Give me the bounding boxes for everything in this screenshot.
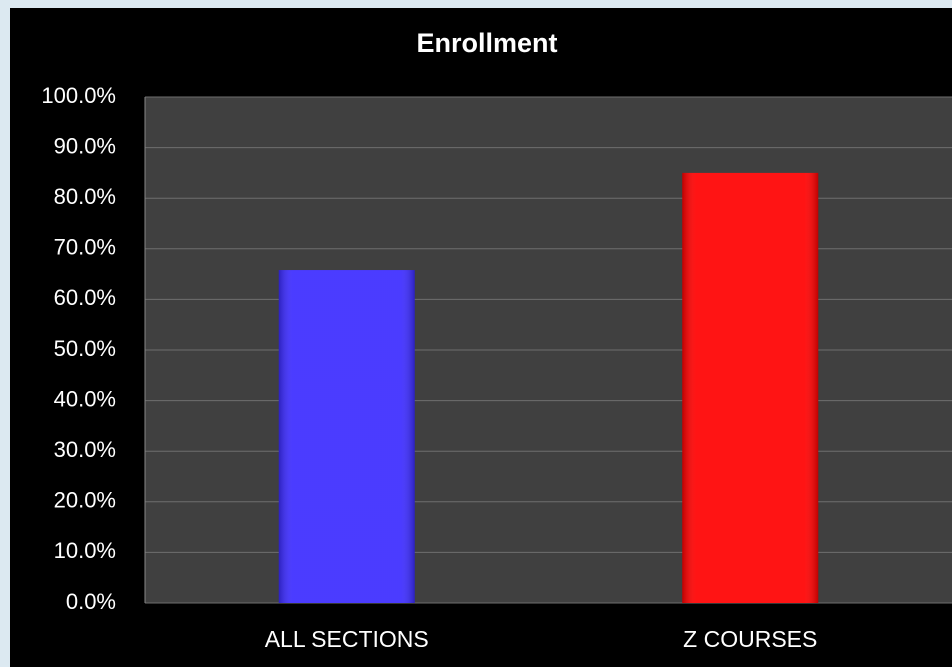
chart-title: Enrollment bbox=[416, 28, 557, 58]
y-tick-label: 70.0% bbox=[54, 235, 116, 260]
y-tick-label: 20.0% bbox=[54, 488, 116, 513]
y-tick-label: 100.0% bbox=[41, 83, 116, 108]
y-tick-label: 60.0% bbox=[54, 285, 116, 310]
y-tick-label: 80.0% bbox=[54, 184, 116, 209]
x-tick-label: Z COURSES bbox=[683, 626, 817, 652]
y-tick-label: 40.0% bbox=[54, 386, 116, 411]
bar-sheen bbox=[682, 172, 819, 603]
x-tick-label: ALL SECTIONS bbox=[265, 626, 429, 652]
bar-sheen bbox=[278, 270, 415, 603]
y-tick-label: 10.0% bbox=[54, 538, 116, 563]
y-tick-label: 50.0% bbox=[54, 336, 116, 361]
y-tick-label: 30.0% bbox=[54, 437, 116, 462]
y-tick-label: 0.0% bbox=[66, 589, 116, 614]
y-tick-label: 90.0% bbox=[54, 133, 116, 158]
